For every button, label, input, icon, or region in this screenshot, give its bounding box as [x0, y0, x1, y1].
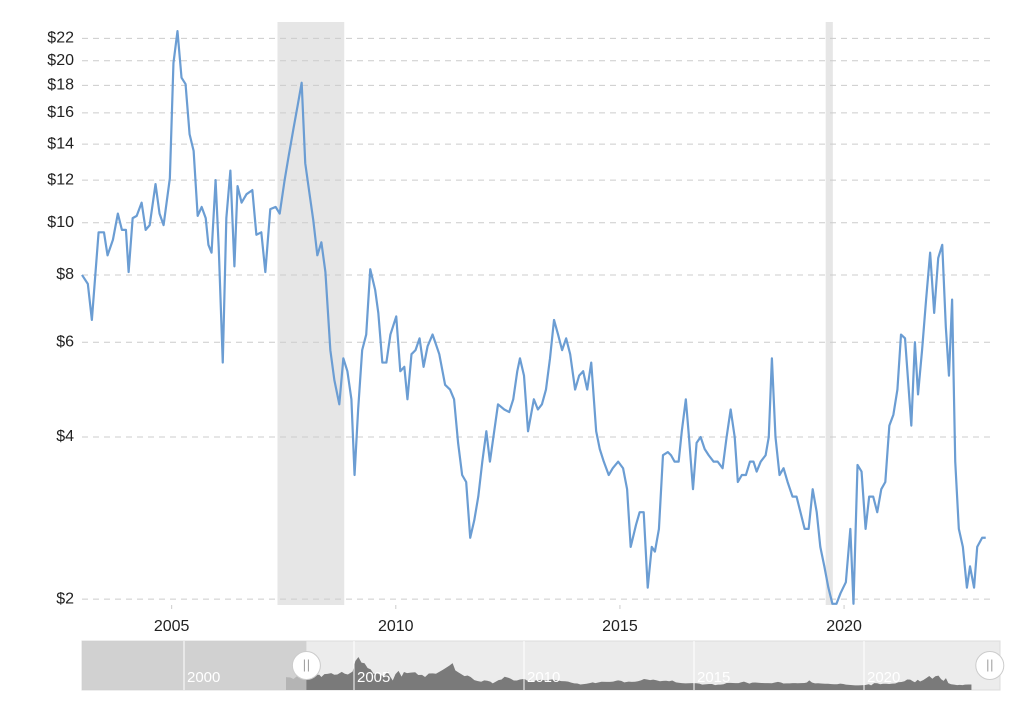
x-tick-label: 2020: [826, 618, 862, 635]
y-tick-label: $18: [47, 77, 74, 94]
x-tick-label: 2005: [154, 618, 190, 635]
y-tick-label: $22: [47, 30, 74, 47]
navigator-tick-label: 2020: [867, 669, 900, 686]
recession-band: [277, 22, 345, 605]
price-line: [81, 29, 986, 605]
recession-band: [825, 22, 833, 605]
navigator-handle[interactable]: [975, 651, 1005, 680]
navigator-handle[interactable]: [291, 651, 321, 680]
y-tick-label: $10: [47, 214, 74, 231]
y-tick-label: $2: [56, 590, 74, 607]
x-tick-label: 2010: [378, 618, 414, 635]
x-tick-label: 2015: [602, 618, 638, 635]
navigator-unselected: [82, 641, 307, 690]
handle-knob: [291, 651, 321, 680]
navigator-area: [286, 657, 972, 690]
y-tick-label: $14: [47, 135, 74, 152]
navigator-tick-label: 2005: [357, 669, 390, 686]
y-tick-label: $6: [56, 333, 74, 350]
y-tick-label: $20: [47, 52, 74, 69]
y-tick-label: $4: [56, 428, 74, 445]
handle-knob: [975, 651, 1005, 680]
navigator-tick-label: 2000: [187, 669, 220, 686]
y-tick-label: $8: [56, 266, 74, 283]
y-tick-label: $16: [47, 104, 74, 121]
navigator-tick-label: 2015: [697, 669, 730, 686]
navigator-tick-label: 2010: [527, 669, 560, 686]
y-tick-label: $12: [47, 171, 74, 188]
